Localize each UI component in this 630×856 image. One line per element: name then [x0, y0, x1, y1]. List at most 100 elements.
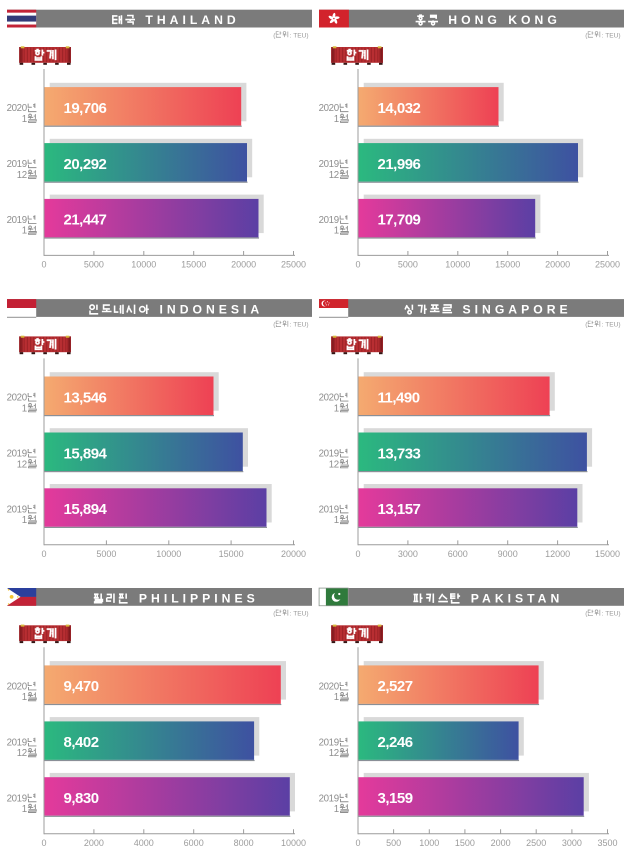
- svg-text:10000: 10000: [156, 549, 181, 559]
- svg-text:: TEU): : TEU): [290, 611, 309, 618]
- svg-text:20000: 20000: [231, 260, 256, 270]
- svg-text:2019: 2019: [319, 449, 339, 460]
- svg-text:1: 1: [22, 692, 27, 703]
- svg-text:1: 1: [334, 403, 339, 414]
- svg-text:12: 12: [329, 459, 339, 470]
- svg-text:2020: 2020: [7, 393, 28, 404]
- svg-text:1: 1: [22, 804, 27, 815]
- svg-text:1: 1: [334, 692, 339, 703]
- svg-text:4000: 4000: [134, 838, 154, 848]
- svg-text:8,402: 8,402: [64, 734, 99, 751]
- svg-text:2019: 2019: [7, 738, 27, 749]
- svg-text:15000: 15000: [219, 549, 244, 559]
- svg-text:2019: 2019: [319, 215, 339, 226]
- svg-text:0: 0: [355, 838, 360, 848]
- svg-text:: TEU): : TEU): [290, 32, 309, 39]
- svg-text:6000: 6000: [448, 549, 468, 559]
- svg-text:14,032: 14,032: [378, 100, 421, 117]
- svg-text:2020: 2020: [7, 103, 28, 114]
- svg-text:(: (: [585, 32, 588, 39]
- svg-text:1: 1: [22, 226, 27, 237]
- svg-text:5000: 5000: [96, 549, 116, 559]
- svg-text:15000: 15000: [595, 549, 620, 559]
- svg-text:SINGAPORE: SINGAPORE: [463, 303, 572, 317]
- svg-text:10000: 10000: [281, 838, 306, 848]
- svg-text:: TEU): : TEU): [602, 611, 621, 618]
- svg-text:2019: 2019: [319, 738, 339, 749]
- svg-text:3000: 3000: [562, 838, 582, 848]
- svg-text:12: 12: [329, 748, 339, 759]
- svg-text:10000: 10000: [131, 260, 156, 270]
- svg-text:: TEU): : TEU): [602, 322, 621, 329]
- svg-text:15,894: 15,894: [64, 501, 108, 518]
- svg-text:1: 1: [22, 114, 27, 125]
- svg-text:1: 1: [22, 515, 27, 526]
- svg-text:(: (: [273, 322, 276, 329]
- svg-text:2,527: 2,527: [378, 678, 413, 695]
- svg-text:17,709: 17,709: [378, 212, 421, 229]
- svg-text:PAKISTAN: PAKISTAN: [471, 591, 563, 605]
- svg-text:(: (: [585, 322, 588, 329]
- svg-text:THAILAND: THAILAND: [145, 13, 239, 27]
- svg-text:(: (: [585, 611, 588, 618]
- svg-text:0: 0: [41, 838, 46, 848]
- svg-text:3500: 3500: [597, 838, 617, 848]
- svg-text:2019: 2019: [319, 159, 339, 170]
- svg-text:2019: 2019: [319, 793, 339, 804]
- svg-text:2020: 2020: [319, 682, 340, 693]
- svg-text:2019: 2019: [7, 793, 27, 804]
- svg-text:13,157: 13,157: [378, 501, 421, 518]
- svg-text:12: 12: [329, 170, 339, 181]
- svg-text:: TEU): : TEU): [602, 32, 621, 39]
- svg-text:20000: 20000: [545, 260, 570, 270]
- svg-text:12: 12: [17, 748, 27, 759]
- svg-text:6000: 6000: [184, 838, 204, 848]
- svg-text:1: 1: [334, 226, 339, 237]
- svg-text:2019: 2019: [7, 449, 27, 460]
- svg-text:: TEU): : TEU): [290, 322, 309, 329]
- svg-text:1: 1: [334, 114, 339, 125]
- svg-text:9000: 9000: [498, 549, 518, 559]
- svg-text:5000: 5000: [398, 260, 418, 270]
- svg-text:1500: 1500: [455, 838, 475, 848]
- svg-text:25000: 25000: [281, 260, 306, 270]
- svg-text:15000: 15000: [495, 260, 520, 270]
- svg-text:500: 500: [386, 838, 401, 848]
- svg-text:2020: 2020: [319, 393, 340, 404]
- svg-text:HONG KONG: HONG KONG: [448, 13, 561, 27]
- svg-text:0: 0: [41, 260, 46, 270]
- svg-text:9,470: 9,470: [64, 678, 99, 695]
- svg-text:2019: 2019: [319, 504, 339, 515]
- svg-text:2019: 2019: [7, 159, 27, 170]
- svg-text:21,996: 21,996: [378, 156, 421, 173]
- svg-text:3,159: 3,159: [378, 790, 413, 807]
- svg-text:0: 0: [355, 549, 360, 559]
- svg-text:1: 1: [334, 515, 339, 526]
- svg-text:0: 0: [41, 549, 46, 559]
- svg-text:2000: 2000: [84, 838, 104, 848]
- svg-text:13,546: 13,546: [64, 389, 107, 406]
- svg-text:21,447: 21,447: [64, 212, 107, 229]
- svg-text:(: (: [273, 611, 276, 618]
- svg-text:(: (: [273, 32, 276, 39]
- svg-text:1: 1: [334, 804, 339, 815]
- svg-text:11,490: 11,490: [378, 389, 420, 406]
- svg-text:25000: 25000: [595, 260, 620, 270]
- svg-text:0: 0: [355, 260, 360, 270]
- svg-text:9,830: 9,830: [64, 790, 99, 807]
- svg-text:15000: 15000: [181, 260, 206, 270]
- svg-text:2500: 2500: [526, 838, 546, 848]
- svg-text:8000: 8000: [234, 838, 254, 848]
- svg-text:12: 12: [17, 459, 27, 470]
- svg-text:15,894: 15,894: [64, 445, 108, 462]
- svg-text:2020: 2020: [7, 682, 28, 693]
- svg-text:2019: 2019: [7, 504, 27, 515]
- svg-text:PHILIPPINES: PHILIPPINES: [139, 591, 259, 605]
- svg-text:1000: 1000: [419, 838, 439, 848]
- svg-text:2020: 2020: [319, 103, 340, 114]
- svg-text:1: 1: [22, 403, 27, 414]
- svg-text:10000: 10000: [445, 260, 470, 270]
- svg-text:2019: 2019: [7, 215, 27, 226]
- svg-text:20000: 20000: [281, 549, 306, 559]
- svg-text:12000: 12000: [545, 549, 570, 559]
